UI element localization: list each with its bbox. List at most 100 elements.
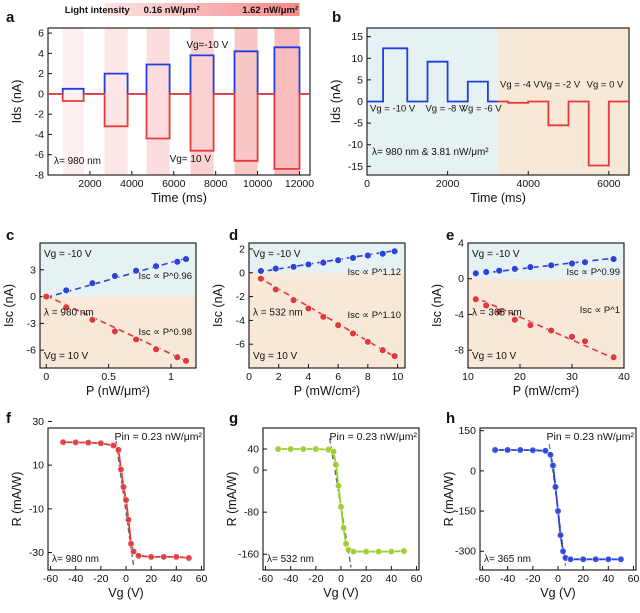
data-point bbox=[495, 266, 503, 275]
data-point bbox=[72, 438, 80, 446]
y-tick-label: 0 bbox=[239, 267, 245, 279]
data-point bbox=[472, 269, 480, 278]
data-point bbox=[516, 446, 524, 454]
annotation-vg-pos: Vg = 0 V bbox=[587, 80, 624, 91]
annotation-vg-pos: Vg = -2 V bbox=[540, 80, 581, 91]
data-point bbox=[182, 357, 190, 365]
x-tick-label: 40 bbox=[618, 371, 630, 383]
annotation-vg-neg: Vg = -10 V bbox=[370, 103, 416, 114]
y-axis-label: Isc (nA) bbox=[211, 284, 225, 327]
annotation-lambda: λ= 532 nm bbox=[267, 554, 314, 565]
y-axis-label: R (mA/W) bbox=[225, 472, 239, 527]
light-window bbox=[104, 28, 128, 175]
x-axis-label: P (nW/μm²) bbox=[86, 384, 150, 398]
annotation-vg-pos: Vg = 10 V bbox=[44, 351, 89, 362]
axes-frame bbox=[467, 242, 625, 369]
x-tick-label: 20 bbox=[145, 573, 157, 585]
data-point bbox=[547, 326, 555, 335]
data-point bbox=[349, 329, 357, 338]
intensity-bar bbox=[104, 3, 300, 16]
data-point bbox=[364, 251, 372, 260]
annotation-vg-neg: Vg = -10 V bbox=[44, 249, 92, 260]
data-point bbox=[332, 461, 340, 469]
data-point bbox=[287, 445, 295, 453]
annotation-fit-pos: Isc ∝ P^0.98 bbox=[139, 327, 193, 338]
y-axis-label: R (mA/W) bbox=[442, 472, 456, 527]
x-tick-label: 8 bbox=[365, 371, 371, 383]
x-tick-label: 0 bbox=[364, 178, 370, 190]
data-point bbox=[152, 262, 160, 270]
x-tick-label: 4 bbox=[306, 371, 312, 383]
plot-area bbox=[48, 46, 310, 170]
x-tick-label: 60 bbox=[628, 573, 640, 585]
data-point bbox=[568, 333, 576, 341]
x-tick-label: 0 bbox=[43, 371, 49, 383]
data-point bbox=[592, 555, 600, 563]
panel-letter: d bbox=[229, 227, 238, 244]
x-axis-label: Vg (V) bbox=[323, 586, 358, 600]
series-line bbox=[278, 448, 404, 553]
y-tick-label: -30 bbox=[29, 547, 44, 559]
annotation-lambda: λ = 980 nm bbox=[44, 308, 94, 319]
data-point bbox=[504, 446, 512, 454]
y-axis-label: Ids (nA) bbox=[10, 80, 24, 124]
annotation-lambda: λ= 365 nm bbox=[484, 554, 531, 565]
light-window bbox=[190, 28, 214, 175]
data-point bbox=[472, 295, 480, 303]
panel-letter: f bbox=[6, 410, 12, 427]
y-tick-label: 4 bbox=[38, 48, 44, 60]
x-tick-label: 60 bbox=[196, 573, 208, 585]
y-tick-label: 0 bbox=[357, 96, 363, 108]
data-point bbox=[400, 547, 408, 555]
x-tick-label: 10 bbox=[462, 371, 474, 383]
data-point bbox=[375, 548, 383, 556]
data-point bbox=[147, 553, 155, 561]
panel-h: h -60 -40 -20 0 20 40 60 -300 -150 0 150 Vg (V) R (mA… bbox=[442, 410, 639, 600]
annotation-fit-neg: Isc ∝ P^0.99 bbox=[567, 267, 621, 278]
data-point bbox=[182, 255, 190, 263]
x-tick-label: 6000 bbox=[597, 178, 621, 190]
x-tick-label: 0.5 bbox=[101, 371, 116, 383]
panel-g: g -60 -40 -20 0 20 40 60 -160 -80 0 40 Vg (V) R (mA/W… bbox=[225, 410, 422, 600]
bg-negative bbox=[367, 28, 498, 175]
series-line bbox=[498, 100, 629, 167]
x-tick-label: 4000 bbox=[517, 178, 541, 190]
data-point bbox=[335, 482, 342, 490]
y-tick-label: 3 bbox=[30, 264, 36, 276]
panel-a: a Light intensity 0.16 nW/μm² 1.62 nW/μm²20… bbox=[6, 3, 314, 205]
data-point bbox=[568, 259, 576, 268]
y-tick-label: -5 bbox=[354, 118, 363, 130]
data-point bbox=[350, 548, 358, 556]
panel-f: f -60 -40 -20 0 20 40 60 -30 -10 10 30 Vg (V) R (mA/W… bbox=[6, 410, 207, 600]
y-tick-label: -15 bbox=[348, 161, 363, 173]
data-point bbox=[379, 346, 387, 354]
data-point bbox=[364, 338, 372, 346]
data-point bbox=[491, 446, 499, 454]
plot-area bbox=[257, 247, 399, 360]
y-tick-label: -10 bbox=[29, 503, 44, 515]
annotation-fit-neg: Isc ∝ P^0.96 bbox=[139, 271, 193, 282]
plot-area bbox=[274, 438, 408, 568]
x-axis-label: Time (ms) bbox=[470, 191, 526, 205]
data-point bbox=[529, 446, 537, 454]
x-tick-label: 2000 bbox=[436, 178, 460, 190]
data-point bbox=[482, 301, 490, 310]
annotation-pin: Pin = 0.23 nW/μm² bbox=[115, 431, 203, 443]
data-point bbox=[274, 445, 282, 453]
x-tick-label: 40 bbox=[170, 573, 182, 585]
axes-frame bbox=[39, 242, 197, 369]
data-point bbox=[609, 353, 618, 361]
y-tick-label: -3 bbox=[27, 318, 36, 330]
data-point bbox=[97, 439, 105, 447]
y-tick-label: -2 bbox=[35, 109, 44, 121]
data-point bbox=[526, 321, 535, 329]
data-point bbox=[120, 483, 127, 491]
data-point bbox=[557, 531, 564, 539]
x-tick-label: 10000 bbox=[243, 178, 272, 190]
x-axis-label: Time (ms) bbox=[151, 191, 207, 205]
y-tick-label: 10 bbox=[32, 460, 44, 472]
data-point bbox=[84, 439, 92, 447]
x-tick-label: 12000 bbox=[285, 178, 314, 190]
data-point bbox=[42, 292, 50, 301]
axes-frame bbox=[248, 242, 406, 369]
